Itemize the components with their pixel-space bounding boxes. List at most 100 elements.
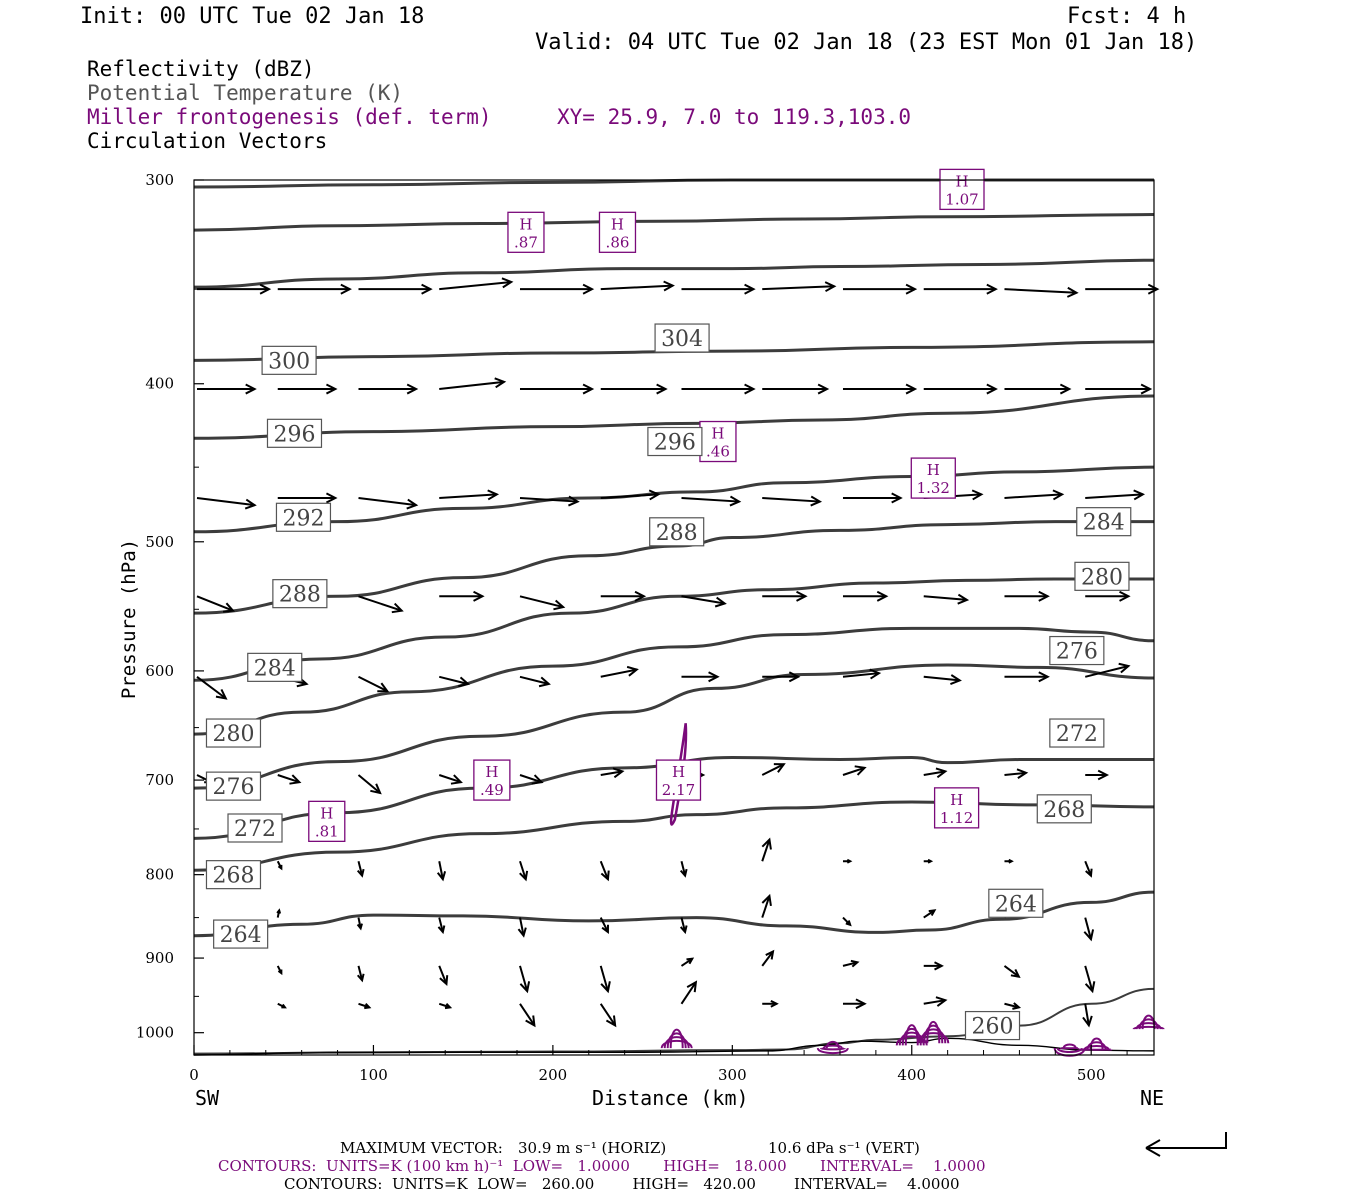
circulation-vector bbox=[923, 770, 946, 776]
circulation-vector bbox=[599, 860, 609, 880]
circulation-vector bbox=[842, 766, 865, 776]
reflectivity-contour bbox=[895, 1035, 928, 1046]
y-tick-label: 500 bbox=[145, 533, 174, 551]
vector-arrowhead bbox=[244, 498, 257, 510]
vector-arrowhead bbox=[277, 969, 283, 976]
cross-section-endpoints: XY= 25.9, 7.0 to 119.3,103.0 bbox=[557, 105, 912, 129]
circulation-vector bbox=[1084, 1003, 1090, 1026]
vector-arrowhead bbox=[934, 961, 944, 971]
y-tick-label: 800 bbox=[145, 866, 174, 884]
fronto-label-box bbox=[473, 759, 511, 801]
theta-label-box bbox=[649, 517, 705, 547]
theta-label: 264 bbox=[213, 919, 269, 949]
theta-contour-300 bbox=[193, 340, 1155, 362]
reflectivity-contour bbox=[904, 1024, 919, 1046]
x-tick-label: 300 bbox=[718, 1066, 747, 1084]
init-time: Init: 00 UTC Tue 02 Jan 18 bbox=[80, 4, 425, 29]
fronto-label-letter: H bbox=[672, 763, 685, 781]
theta-label-text: 304 bbox=[661, 327, 703, 352]
theta-label-box bbox=[647, 426, 703, 457]
fronto-label-value: .49 bbox=[480, 781, 504, 799]
frontogenesis-max: H1.07 bbox=[939, 168, 985, 211]
vector-arrowhead bbox=[1008, 858, 1014, 864]
frontogenesis-max: H.46 bbox=[699, 420, 737, 463]
reflectivity-contour bbox=[923, 1024, 944, 1044]
max-vector-title: MAXIMUM VECTOR: bbox=[340, 1139, 503, 1157]
theta-label: 272 bbox=[227, 813, 283, 843]
vector-arrowhead bbox=[986, 383, 998, 395]
vector-arrowhead bbox=[855, 998, 867, 1010]
legend-potential-temperature: Potential Temperature (K) bbox=[87, 81, 404, 105]
vector-arrowhead bbox=[582, 283, 595, 295]
legend-circulation-vectors: Circulation Vectors bbox=[87, 129, 328, 153]
theta-label-box bbox=[1036, 794, 1092, 824]
vector-arrowhead bbox=[517, 927, 527, 938]
theta-label-box bbox=[227, 813, 283, 843]
vector-arrowhead bbox=[1083, 929, 1095, 942]
vector-arrowhead bbox=[1066, 286, 1079, 298]
theta-contour-296 bbox=[193, 394, 1155, 440]
circulation-vector bbox=[358, 496, 417, 507]
circulation-vector bbox=[439, 280, 512, 291]
circulation-vector bbox=[519, 1003, 536, 1026]
reflectivity-contours bbox=[660, 723, 1165, 1057]
vector-arrowhead bbox=[1082, 1015, 1093, 1028]
theta-label-box bbox=[1076, 507, 1132, 537]
circulation-vector bbox=[358, 675, 388, 693]
circulation-vector bbox=[357, 965, 364, 981]
theta-label: 288 bbox=[649, 517, 705, 547]
fronto-label-box bbox=[939, 168, 985, 211]
theta-label-text: 264 bbox=[220, 923, 262, 948]
vector-arrowhead bbox=[796, 590, 808, 602]
theta-label: 276 bbox=[205, 771, 262, 801]
vector-arrowhead bbox=[601, 924, 609, 934]
vector-arrowhead bbox=[663, 280, 675, 292]
theta-label-box bbox=[654, 323, 710, 353]
vector-arrowhead bbox=[259, 283, 272, 295]
vector-arrowhead bbox=[553, 599, 566, 611]
circulation-vector bbox=[1084, 860, 1092, 877]
reflectivity-contour bbox=[1132, 1025, 1165, 1031]
vector-arrowhead bbox=[846, 858, 853, 864]
reflectivity-contour bbox=[898, 1031, 925, 1046]
theta-label-text: 264 bbox=[995, 892, 1037, 917]
circulation-vector bbox=[519, 595, 564, 609]
vector-arrowhead bbox=[277, 864, 283, 871]
vector-arrowhead bbox=[519, 981, 531, 994]
y-tick-label: 600 bbox=[145, 662, 174, 680]
theta-label-text: 276 bbox=[1056, 640, 1098, 665]
vector-arrowhead bbox=[1140, 383, 1153, 395]
circulation-vector bbox=[762, 496, 820, 503]
theta-label: 260 bbox=[964, 1010, 1021, 1041]
vector-arrowhead bbox=[1038, 590, 1050, 602]
vector-arrowhead bbox=[1118, 662, 1131, 674]
circulation-vector bbox=[439, 493, 497, 499]
fronto-label-box bbox=[308, 800, 346, 843]
circulation-vector bbox=[761, 895, 771, 918]
vector-arrowhead bbox=[605, 1015, 617, 1028]
reflectivity-contour bbox=[917, 1032, 950, 1044]
vector-arrowhead bbox=[1097, 769, 1110, 781]
vector-arrowhead bbox=[437, 925, 446, 935]
theta-label-text: 296 bbox=[654, 431, 696, 456]
theta-label: 296 bbox=[647, 426, 703, 457]
circulation-vector bbox=[358, 595, 403, 612]
y-tick-label: 900 bbox=[145, 949, 174, 967]
circulation-vector bbox=[842, 961, 858, 967]
theta-label-box bbox=[247, 652, 303, 682]
vector-arrowhead bbox=[568, 495, 580, 507]
ground-surface-line bbox=[193, 1037, 1155, 1056]
vector-arrowhead bbox=[891, 492, 903, 504]
y-tick-label: 700 bbox=[145, 771, 174, 789]
theta-contour-292 bbox=[193, 465, 1155, 534]
fronto-contour-info: CONTOURS: UNITS=K (100 km h)⁻¹ LOW= 1.00… bbox=[218, 1157, 986, 1175]
frontogenesis-max: H1.32 bbox=[910, 457, 956, 499]
fronto-label-letter: H bbox=[485, 763, 498, 781]
vector-arrowhead bbox=[788, 671, 801, 683]
vector-arrowhead bbox=[1016, 768, 1029, 779]
fronto-label-value: 1.07 bbox=[945, 190, 978, 208]
frontogenesis-max: H.87 bbox=[507, 211, 545, 253]
circulation-vector bbox=[600, 493, 659, 499]
circulation-vector bbox=[438, 774, 462, 784]
